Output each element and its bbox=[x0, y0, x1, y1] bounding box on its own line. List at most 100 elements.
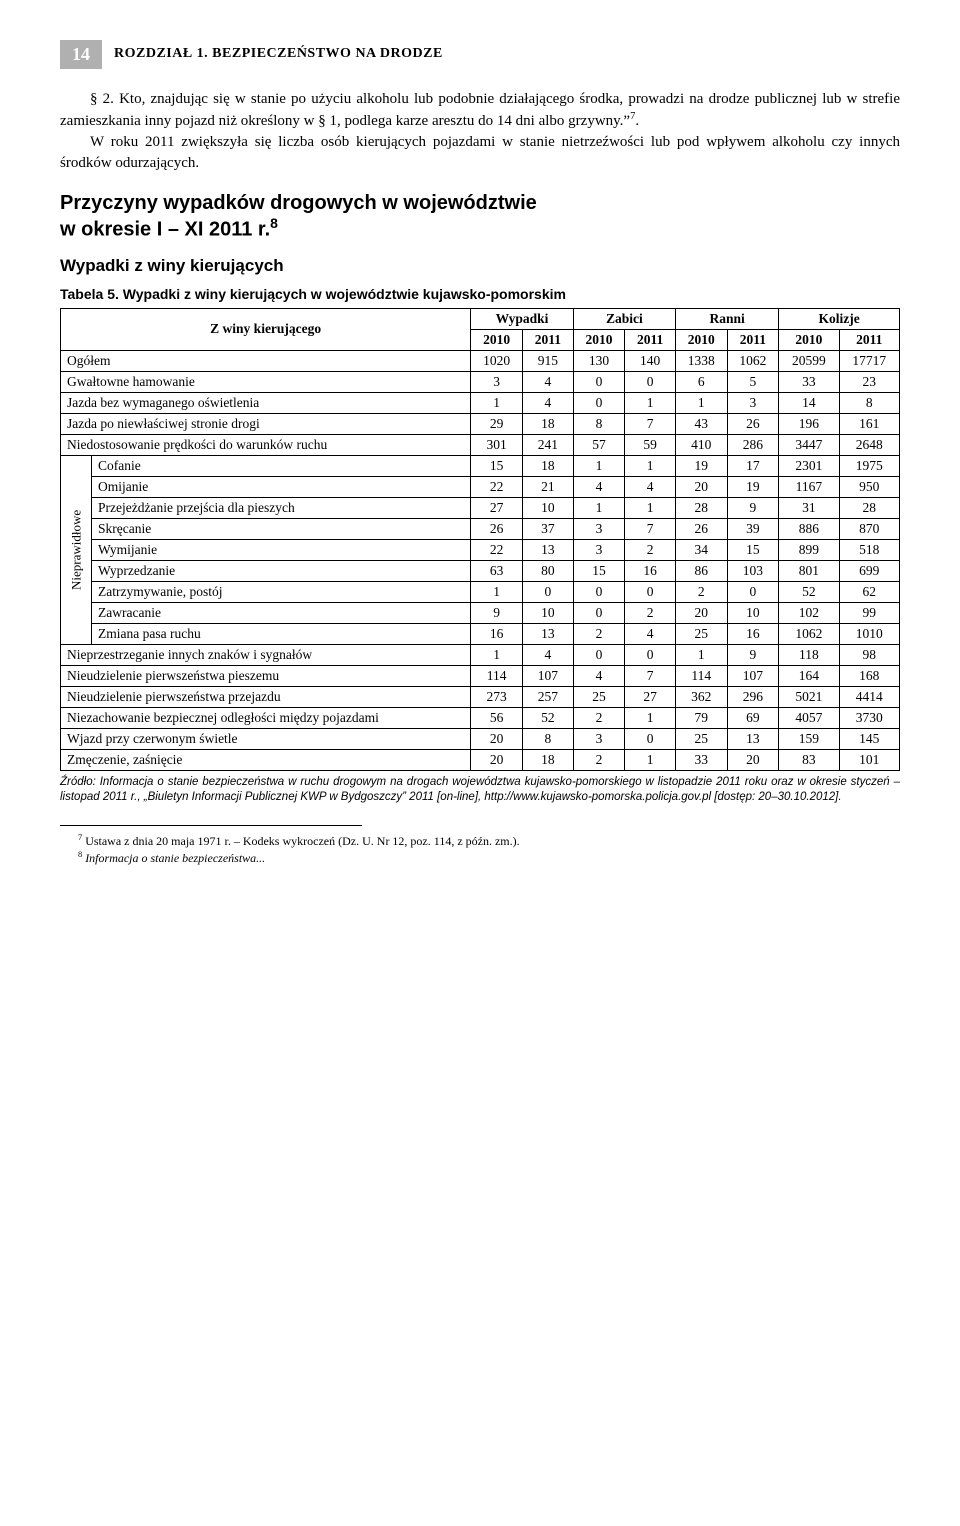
data-cell: 0 bbox=[727, 581, 779, 602]
data-cell: 3 bbox=[727, 392, 779, 413]
data-cell: 20 bbox=[471, 749, 523, 770]
data-cell: 4 bbox=[522, 644, 573, 665]
data-cell: 950 bbox=[839, 476, 899, 497]
section-heading-line2: w okresie I – XI 2011 r. bbox=[60, 219, 270, 241]
data-cell: 273 bbox=[471, 686, 523, 707]
row-label-cell: Jazda bez wymaganego oświetlenia bbox=[61, 392, 471, 413]
table-header-row-1: Z winy kierującego Wypadki Zabici Ranni … bbox=[61, 308, 900, 329]
table-row: Jazda bez wymaganego oświetlenia14011314… bbox=[61, 392, 900, 413]
data-cell: 56 bbox=[471, 707, 523, 728]
data-cell: 26 bbox=[675, 518, 727, 539]
row-label-cell: Niedostosowanie prędkości do warunków ru… bbox=[61, 434, 471, 455]
data-cell: 1 bbox=[625, 707, 676, 728]
data-cell: 7 bbox=[625, 518, 676, 539]
data-cell: 3447 bbox=[779, 434, 839, 455]
data-cell: 1020 bbox=[471, 350, 523, 371]
col-header-zabici: Zabici bbox=[573, 308, 675, 329]
table-row: Zmiana pasa ruchu161324251610621010 bbox=[61, 623, 900, 644]
data-cell: 63 bbox=[471, 560, 523, 581]
table-row: Wymijanie2213323415899518 bbox=[61, 539, 900, 560]
row-label-cell: Zawracanie bbox=[92, 602, 471, 623]
data-cell: 10 bbox=[522, 602, 573, 623]
data-cell: 13 bbox=[727, 728, 779, 749]
page-number-box: 14 bbox=[60, 40, 102, 69]
data-cell: 8 bbox=[839, 392, 899, 413]
body-text-block: § 2. Kto, znajdując się w stanie po użyc… bbox=[60, 89, 900, 174]
data-cell: 19 bbox=[675, 455, 727, 476]
data-cell: 2 bbox=[573, 623, 625, 644]
data-cell: 2 bbox=[625, 602, 676, 623]
page-container: 14 ROZDZIAŁ 1. BEZPIECZEŃSTWO NA DRODZE … bbox=[0, 0, 960, 897]
page-header: 14 ROZDZIAŁ 1. BEZPIECZEŃSTWO NA DRODZE bbox=[60, 40, 900, 69]
col-header-wypadki: Wypadki bbox=[471, 308, 573, 329]
chapter-title: ROZDZIAŁ 1. BEZPIECZEŃSTWO NA DRODZE bbox=[102, 40, 455, 69]
data-cell: 196 bbox=[779, 413, 839, 434]
row-label-cell: Przejeżdżanie przejścia dla pieszych bbox=[92, 497, 471, 518]
data-cell: 159 bbox=[779, 728, 839, 749]
data-cell: 62 bbox=[839, 581, 899, 602]
data-cell: 1167 bbox=[779, 476, 839, 497]
year-cell: 2010 bbox=[675, 329, 727, 350]
col-header-ranni: Ranni bbox=[675, 308, 778, 329]
data-cell: 362 bbox=[675, 686, 727, 707]
data-cell: 2 bbox=[625, 539, 676, 560]
table-row: Niedostosowanie prędkości do warunków ru… bbox=[61, 434, 900, 455]
data-cell: 8 bbox=[522, 728, 573, 749]
data-cell: 17 bbox=[727, 455, 779, 476]
table-row: Przejeżdżanie przejścia dla pieszych2710… bbox=[61, 497, 900, 518]
table-row: Nieudzielenie pierwszeństwa przejazdu273… bbox=[61, 686, 900, 707]
data-cell: 0 bbox=[625, 581, 676, 602]
data-cell: 28 bbox=[839, 497, 899, 518]
data-cell: 9 bbox=[727, 497, 779, 518]
footnote-ref-8: 8 bbox=[270, 215, 278, 231]
data-cell: 31 bbox=[779, 497, 839, 518]
data-cell: 161 bbox=[839, 413, 899, 434]
data-cell: 1 bbox=[573, 497, 625, 518]
data-cell: 168 bbox=[839, 665, 899, 686]
table-row: Zmęczenie, zaśnięcie201821332083101 bbox=[61, 749, 900, 770]
data-cell: 0 bbox=[573, 371, 625, 392]
data-cell: 33 bbox=[779, 371, 839, 392]
data-cell: 15 bbox=[471, 455, 523, 476]
row-label-cell: Cofanie bbox=[92, 455, 471, 476]
data-cell: 103 bbox=[727, 560, 779, 581]
data-cell: 2 bbox=[573, 749, 625, 770]
table-caption: Tabela 5. Wypadki z winy kierujących w w… bbox=[60, 286, 900, 302]
data-table: Z winy kierującego Wypadki Zabici Ranni … bbox=[60, 308, 900, 771]
row-label-cell: Zmęczenie, zaśnięcie bbox=[61, 749, 471, 770]
data-cell: 16 bbox=[625, 560, 676, 581]
data-cell: 801 bbox=[779, 560, 839, 581]
data-cell: 10 bbox=[727, 602, 779, 623]
data-cell: 410 bbox=[675, 434, 727, 455]
data-cell: 101 bbox=[839, 749, 899, 770]
data-cell: 3 bbox=[573, 728, 625, 749]
data-cell: 25 bbox=[675, 728, 727, 749]
data-cell: 22 bbox=[471, 476, 523, 497]
data-cell: 4057 bbox=[779, 707, 839, 728]
data-cell: 0 bbox=[573, 581, 625, 602]
data-cell: 2 bbox=[573, 707, 625, 728]
table-row: Skręcanie2637372639886870 bbox=[61, 518, 900, 539]
year-cell: 2011 bbox=[522, 329, 573, 350]
data-cell: 26 bbox=[471, 518, 523, 539]
table-row: Omijanie22214420191167950 bbox=[61, 476, 900, 497]
data-cell: 25 bbox=[675, 623, 727, 644]
row-label-cell: Wjazd przy czerwonym świetle bbox=[61, 728, 471, 749]
data-cell: 1338 bbox=[675, 350, 727, 371]
data-cell: 0 bbox=[573, 392, 625, 413]
data-cell: 1 bbox=[471, 392, 523, 413]
data-cell: 18 bbox=[522, 455, 573, 476]
data-cell: 19 bbox=[727, 476, 779, 497]
data-cell: 1 bbox=[625, 497, 676, 518]
footnote-7-text: Ustawa z dnia 20 maja 1971 r. – Kodeks w… bbox=[82, 834, 519, 848]
table-row: Wyprzedzanie6380151686103801699 bbox=[61, 560, 900, 581]
data-cell: 4 bbox=[573, 476, 625, 497]
data-cell: 20 bbox=[675, 602, 727, 623]
data-cell: 140 bbox=[625, 350, 676, 371]
data-cell: 1 bbox=[471, 644, 523, 665]
data-cell: 3 bbox=[573, 518, 625, 539]
data-cell: 0 bbox=[573, 644, 625, 665]
row-label-cell: Zmiana pasa ruchu bbox=[92, 623, 471, 644]
data-cell: 3 bbox=[471, 371, 523, 392]
table-body: Ogółem1020915130140133810622059917717Gwa… bbox=[61, 350, 900, 770]
